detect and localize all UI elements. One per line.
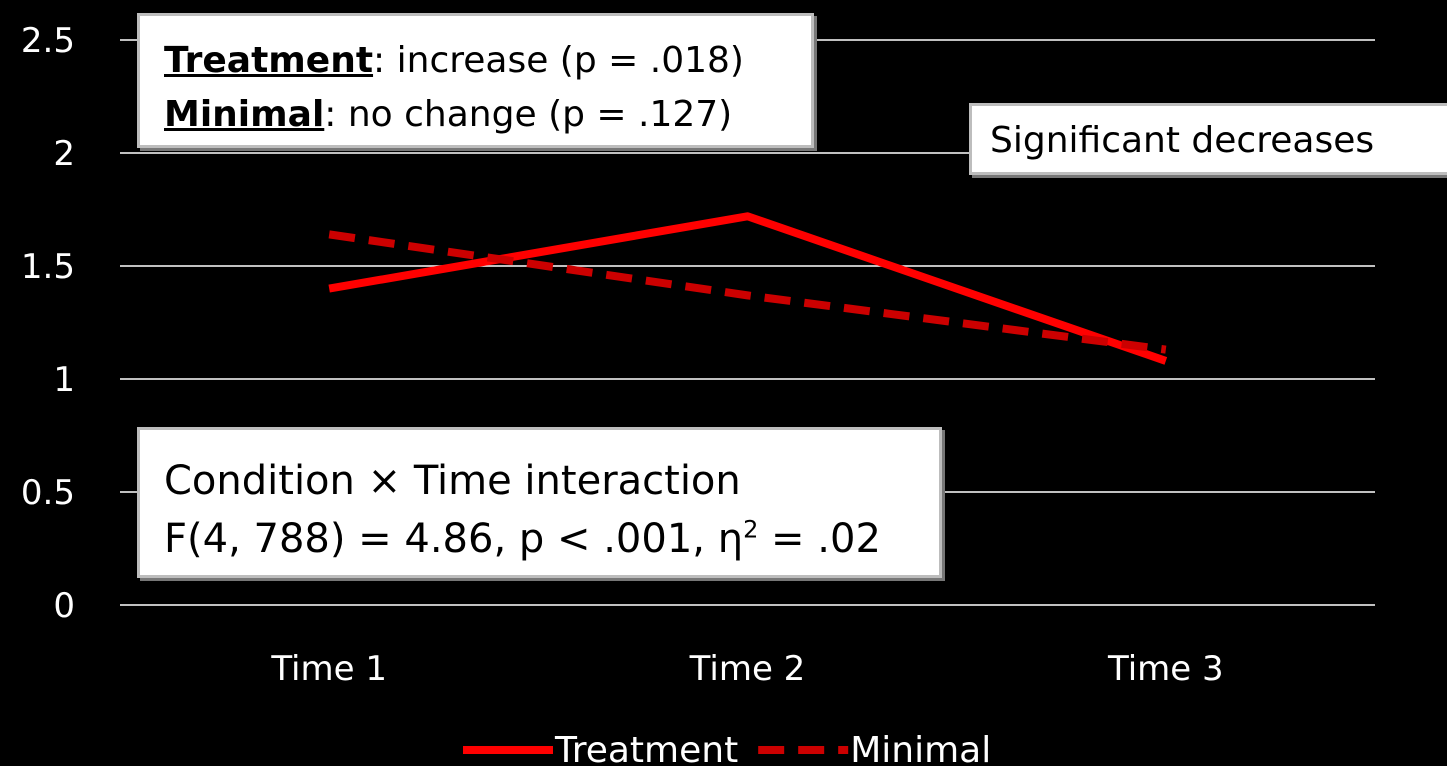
x-axis-ticks: Time 1 Time 2 Time 3	[270, 649, 1223, 689]
legend-label-treatment: Treatment	[554, 730, 738, 766]
legend: Treatment Minimal	[463, 730, 991, 766]
series-line-minimal	[328, 230, 1167, 354]
minimal-effect-line: Minimal: no change (p = .127)	[164, 88, 787, 142]
treatment-effect-line: Treatment: increase (p = .018)	[164, 34, 787, 88]
simple-effects-callout: Treatment: increase (p = .018) Minimal: …	[137, 13, 814, 148]
interaction-stat-superscript: 2	[743, 515, 759, 544]
y-tick-label: 1.5	[21, 247, 75, 287]
interaction-stat-main: F(4, 788) = 4.86, p < .001, η	[164, 516, 744, 562]
x-tick-label: Time 2	[689, 649, 806, 689]
interaction-title: Condition × Time interaction	[164, 458, 741, 504]
y-axis-ticks: 0 0.5 1 1.5 2 2.5	[21, 21, 75, 626]
y-tick-label: 0.5	[21, 473, 75, 513]
series-line-treatment	[328, 212, 1168, 365]
y-tick-label: 1	[53, 360, 75, 400]
legend-label-minimal: Minimal	[850, 730, 991, 766]
y-tick-label: 2.5	[21, 21, 75, 61]
interaction-callout: Condition × Time interaction F(4, 788) =…	[137, 427, 942, 578]
interaction-statistic: F(4, 788) = 4.86, p < .001, η2 = .02	[164, 510, 915, 568]
interaction-stat-end: = .02	[758, 516, 881, 562]
x-tick-label: Time 1	[270, 649, 387, 689]
significant-decreases-callout: Significant decreases	[969, 103, 1447, 175]
treatment-effect-text: : increase (p = .018)	[373, 40, 744, 81]
minimal-effect-text: : no change (p = .127)	[324, 94, 733, 135]
x-tick-label: Time 3	[1107, 649, 1224, 689]
y-tick-label: 0	[53, 586, 75, 626]
y-tick-label: 2	[53, 134, 75, 174]
minimal-effect-label: Minimal	[164, 94, 325, 135]
treatment-effect-label: Treatment	[164, 40, 374, 81]
series-lines	[328, 212, 1168, 365]
